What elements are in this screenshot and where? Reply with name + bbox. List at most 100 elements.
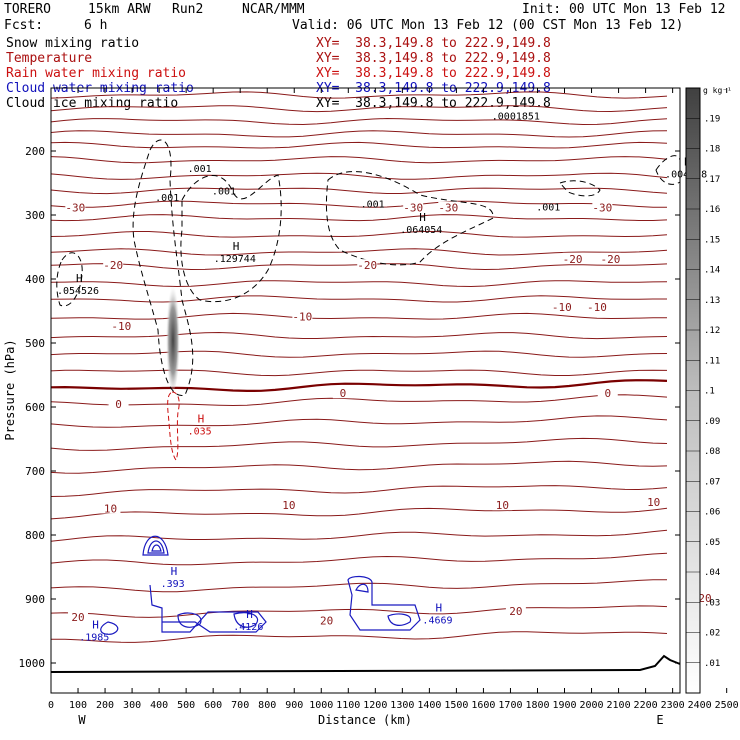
surface-line <box>50 654 681 673</box>
x-tick-label: 300 <box>123 700 141 711</box>
colorbar-unit: g kg⁻¹ <box>703 86 732 95</box>
maximum-value-label: .393 <box>161 579 185 590</box>
cloud-ice-contour <box>56 252 83 307</box>
field-cloudice-label: Cloud ice mixing ratio <box>6 96 179 111</box>
plot-frame <box>50 87 681 694</box>
isotherm-contour <box>50 130 668 138</box>
cloud-water-contour <box>151 544 162 552</box>
field-cloudwater-xy: XY= 38.3,149.8 to 222.9,149.8 <box>316 81 551 96</box>
colorbar-fill <box>685 87 701 694</box>
isotherm-contour <box>50 141 668 149</box>
colorbar-label: .15 <box>704 235 720 245</box>
cloud-ice-contour <box>325 171 494 266</box>
temperature-label: 20 <box>509 605 522 618</box>
isotherm-contour <box>50 394 668 407</box>
temp-label-bg <box>403 201 424 213</box>
isotherm-contour <box>50 295 667 303</box>
maximum-h-marker: H <box>233 240 240 253</box>
isotherm-contour <box>50 230 668 238</box>
x-tick-label: 1600 <box>471 700 495 711</box>
maximum-h-marker: H <box>171 565 178 578</box>
x-tick-label: 2300 <box>661 700 685 711</box>
x-tick-label: 400 <box>150 700 168 711</box>
maximum-value-label: .001 <box>361 199 385 210</box>
y-tick-label: 900 <box>25 593 45 606</box>
colorbar-label: .05 <box>704 538 720 548</box>
x-tick-label: 2000 <box>579 700 603 711</box>
maximum-h-marker: H <box>198 413 205 426</box>
x-tick-label: 1500 <box>444 700 468 711</box>
header-resolution: 15km ARW <box>88 2 151 17</box>
maximum-value-label: .001 <box>536 203 560 214</box>
field-temperature-label: Temperature <box>6 51 93 66</box>
temperature-label: -20 <box>103 259 123 272</box>
field-snow-label: Snow mixing ratio <box>6 36 140 51</box>
isotherm-contour <box>50 631 668 643</box>
cloud-ice-contour <box>132 139 194 396</box>
maximum-value-label: .054526 <box>57 286 99 297</box>
isotherm-contour <box>50 379 668 393</box>
y-tick-label: 400 <box>25 273 45 286</box>
colorbar-label: .14 <box>704 266 720 276</box>
temp-label-bg <box>551 300 572 312</box>
temp-label-bg <box>111 320 132 331</box>
temp-label-bg <box>278 499 299 511</box>
x-axis-title: Distance (km) <box>318 713 412 727</box>
field-rain-label: Rain water mixing ratio <box>6 66 187 81</box>
y-tick-label: 300 <box>25 209 45 222</box>
temperature-label: 20 <box>320 614 333 627</box>
isotherm-contour <box>50 507 668 520</box>
maximum-value-label: .035 <box>188 427 212 438</box>
x-tick-label: 700 <box>231 700 249 711</box>
maximum-value-label: .004808 <box>665 169 707 180</box>
cloud-water-contour <box>347 575 421 631</box>
x-tick-label: 900 <box>285 700 303 711</box>
maximum-h-marker: H <box>92 619 99 632</box>
x-tick-label: 1400 <box>417 700 441 711</box>
snow-plume <box>166 280 180 390</box>
isotherm-contour <box>50 369 668 377</box>
cloud-water-contour <box>149 584 267 633</box>
header-model: TORERO <box>4 2 51 17</box>
y-tick-label: 600 <box>25 401 45 414</box>
x-tick-label: 800 <box>258 700 276 711</box>
west-label: W <box>78 713 86 727</box>
temp-label-bg <box>108 398 129 410</box>
temperature-label: -20 <box>601 253 621 266</box>
cloud-water-contour <box>147 540 165 554</box>
maximum-value-label: .1985 <box>79 633 109 644</box>
field-temperature-xy: XY= 38.3,149.8 to 222.9,149.8 <box>316 51 551 66</box>
cloud-ice-contour <box>559 180 601 197</box>
temp-label-bg <box>100 502 121 514</box>
temp-label-bg <box>103 259 124 271</box>
colorbar-label: .13 <box>704 296 720 306</box>
temperature-label: 0 <box>604 387 611 400</box>
temperature-label: -10 <box>552 301 572 314</box>
isotherm-contour <box>50 529 668 542</box>
x-tick-label: 1900 <box>552 700 576 711</box>
cloud-ice-contour <box>180 174 282 303</box>
isotherm-contour <box>50 187 668 195</box>
isotherm-contour <box>50 280 668 288</box>
isotherm-contour <box>50 214 668 222</box>
temperature-label: 10 <box>647 496 660 509</box>
y-tick-label: 200 <box>25 145 45 158</box>
temperature-label: -10 <box>587 301 607 314</box>
maximum-h-marker: H <box>419 211 426 224</box>
colorbar-label: .11 <box>704 356 720 366</box>
temperature-label: 20 <box>71 611 84 624</box>
maximum-h-marker: H <box>684 155 691 168</box>
x-tick-label: 1300 <box>390 700 414 711</box>
x-tick-label: 1700 <box>498 700 522 711</box>
field-snow-xy: XY= 38.3,149.8 to 222.9,149.8 <box>316 36 551 51</box>
temp-label-bg <box>292 310 313 322</box>
isotherm-contour <box>50 200 668 208</box>
maximum-value-label: .4669 <box>422 615 452 626</box>
x-tick-label: 1100 <box>336 700 360 711</box>
isotherm-contour <box>50 350 668 358</box>
colorbar-label: .18 <box>704 145 720 155</box>
x-tick-label: 2100 <box>607 700 631 711</box>
temp-label-bg <box>505 604 526 616</box>
temp-label-bg <box>643 496 664 507</box>
maximum-value-label: .0001851 <box>492 112 540 123</box>
